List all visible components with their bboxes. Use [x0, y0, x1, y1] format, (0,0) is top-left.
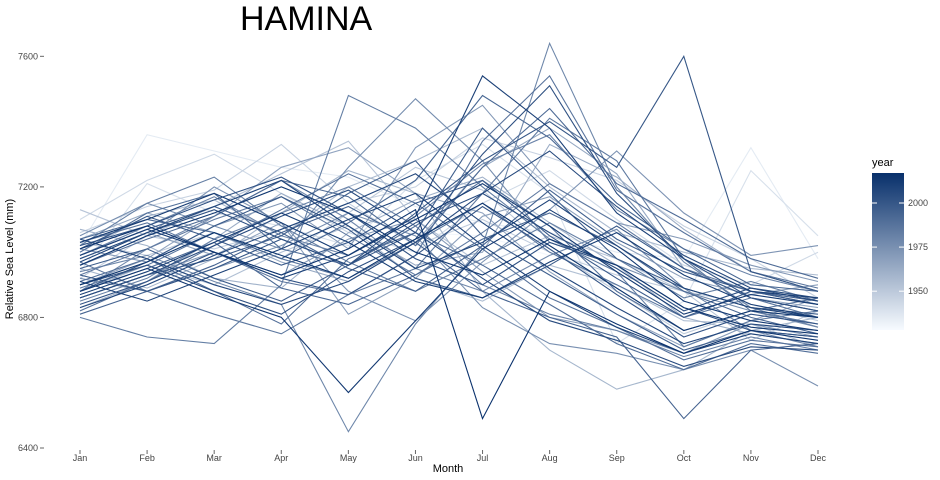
series-line-1990 — [79, 232, 819, 371]
series-line-1946 — [79, 137, 819, 299]
legend-tick-label: 1950 — [908, 286, 928, 296]
x-tick-label: Jan — [73, 453, 88, 463]
series-lines — [79, 41, 819, 433]
legend: year 1950 1975 2000 — [872, 157, 928, 330]
x-tick-label: Feb — [139, 453, 155, 463]
series-line-1984 — [79, 182, 819, 305]
series-line-1994 — [79, 205, 819, 420]
legend-title: year — [872, 157, 894, 169]
series-line-2016 — [79, 208, 819, 421]
legend-tick-label: 1975 — [908, 242, 928, 252]
x-tick-label: May — [340, 453, 358, 463]
x-tick-label: Mar — [206, 453, 222, 463]
series-line-2006 — [79, 150, 819, 305]
series-line-1991 — [79, 107, 819, 279]
y-tick-label: 6800 — [18, 312, 38, 322]
x-tick-label: Nov — [743, 453, 760, 463]
x-tick-label: Jul — [477, 453, 489, 463]
x-tick-label: Jun — [408, 453, 423, 463]
series-line-1988 — [79, 173, 819, 361]
y-tick-label: 6400 — [18, 443, 38, 453]
series-line-2003 — [79, 84, 819, 315]
plot-area — [79, 41, 819, 433]
series-line-1970 — [79, 218, 819, 354]
x-tick-label: Sep — [609, 453, 625, 463]
y-axis: 6400 6800 7200 7600 — [18, 51, 44, 453]
series-line-1999 — [79, 196, 819, 312]
series-line-1998 — [79, 179, 819, 319]
series-line-1950 — [79, 166, 819, 335]
x-axis-title: Month — [433, 463, 464, 475]
series-line-2004 — [79, 192, 819, 312]
x-axis: Jan Feb Mar Apr May Jun Jul Aug Sep Oct Nov Dec — [73, 450, 827, 463]
series-line-1935 — [79, 134, 819, 260]
series-line-2007 — [79, 173, 819, 345]
y-tick-label: 7200 — [18, 182, 38, 192]
y-axis-title: Relative Sea Level (mm) — [4, 199, 16, 319]
legend-colorbar — [872, 173, 904, 330]
series-line-2000 — [79, 54, 819, 292]
x-tick-label: Aug — [542, 453, 558, 463]
chart-title: HAMINA — [240, 0, 373, 38]
series-line-1973 — [79, 150, 819, 322]
series-line-2015 — [79, 202, 819, 332]
series-line-1980 — [79, 134, 819, 292]
legend-tick-label: 2000 — [908, 198, 928, 208]
series-line-2014 — [79, 186, 819, 335]
y-tick-label: 7600 — [18, 51, 38, 61]
x-tick-label: Apr — [274, 453, 288, 463]
legend-ticks: 1950 1975 2000 — [872, 198, 928, 296]
x-tick-label: Dec — [810, 453, 827, 463]
series-line-1943 — [79, 153, 819, 286]
series-line-1993 — [79, 94, 819, 292]
series-line-2008 — [79, 179, 819, 318]
x-tick-label: Oct — [677, 453, 692, 463]
series-line-2001 — [79, 205, 819, 338]
series-line-1983 — [79, 94, 819, 348]
series-line-2013 — [79, 209, 819, 394]
